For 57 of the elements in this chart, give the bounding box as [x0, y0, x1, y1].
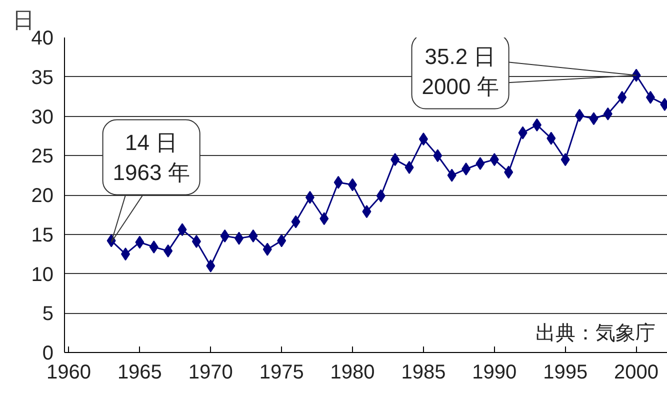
point — [575, 108, 584, 122]
point — [178, 223, 187, 236]
point — [248, 229, 258, 242]
annotation: 35.2 日 2000 年 — [422, 44, 499, 99]
x-tick-label: 1995 — [543, 362, 588, 384]
x-tick-label: 1970 — [188, 362, 233, 384]
point — [164, 244, 173, 258]
point — [220, 229, 230, 242]
x-tick-label: 1965 — [117, 362, 162, 384]
point — [135, 236, 144, 249]
annotation: 出典：気象庁 — [536, 322, 656, 344]
point — [490, 153, 499, 166]
point — [291, 215, 300, 228]
point — [532, 118, 542, 132]
x-tick-label: 1985 — [401, 362, 446, 384]
y-tick-label: 10 — [31, 264, 54, 286]
point — [404, 160, 414, 174]
point — [518, 126, 528, 140]
point — [560, 153, 570, 166]
y-tick-label: 35 — [31, 66, 54, 89]
point — [589, 112, 598, 126]
point — [206, 259, 216, 272]
y-tick-label: 5 — [42, 303, 54, 326]
point — [462, 162, 471, 176]
y-tick-label: 25 — [31, 146, 54, 168]
point — [433, 149, 442, 162]
y-tick-label: 20 — [31, 185, 54, 207]
point — [149, 240, 158, 254]
x-tick-label: 2000 — [614, 362, 659, 384]
x-tick-label: 1990 — [472, 362, 517, 384]
point — [320, 212, 329, 226]
point — [476, 157, 485, 170]
point — [334, 176, 343, 189]
point — [390, 153, 400, 166]
x-tick-label: 1975 — [259, 362, 304, 384]
point — [305, 190, 314, 204]
point — [447, 168, 456, 182]
point — [121, 248, 130, 261]
point — [362, 205, 372, 218]
point — [546, 132, 556, 145]
point — [504, 166, 514, 179]
point — [618, 90, 627, 104]
y-tick-label: 15 — [31, 224, 54, 246]
point — [192, 234, 201, 248]
point — [277, 234, 286, 248]
x-tick-label: 1960 — [46, 362, 92, 384]
point — [234, 232, 244, 245]
x-tick-label: 1980 — [330, 362, 375, 384]
point — [348, 178, 358, 192]
point — [262, 242, 272, 256]
point — [376, 189, 386, 202]
point — [646, 90, 655, 104]
point — [603, 107, 612, 120]
annotation: 14 日 1963 年 — [112, 130, 190, 185]
point — [418, 132, 428, 146]
y-tick-label: 0 — [42, 342, 54, 364]
y-tick-label: 30 — [31, 106, 54, 128]
